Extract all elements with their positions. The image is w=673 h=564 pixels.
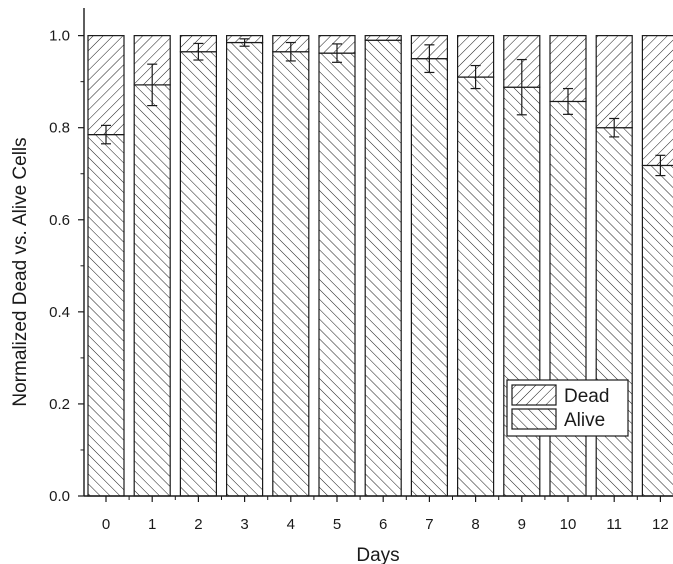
error-bar-day-0 bbox=[101, 124, 111, 145]
x-tick-label-0: 0 bbox=[102, 516, 110, 533]
error-bar-day-3 bbox=[239, 38, 250, 47]
bar-alive-day-8 bbox=[457, 76, 495, 497]
bar-alive-day-11 bbox=[595, 127, 633, 497]
y-tick-label-0.6: 0.6 bbox=[49, 212, 70, 229]
error-bar-day-5 bbox=[332, 43, 342, 63]
legend-label-dead: Dead bbox=[564, 386, 609, 407]
bar-alive-day-0 bbox=[87, 134, 125, 497]
x-tick-label-8: 8 bbox=[471, 516, 479, 533]
bar-alive-day-3 bbox=[226, 41, 264, 497]
y-tick-label-0.8: 0.8 bbox=[49, 120, 70, 137]
error-bar-day-11 bbox=[609, 117, 620, 138]
bar-alive-day-12 bbox=[641, 164, 673, 497]
x-tick-label-1: 1 bbox=[148, 516, 156, 533]
bar-dead-day-11 bbox=[595, 35, 633, 129]
legend-swatch-dead bbox=[511, 384, 557, 406]
legend-swatch-alive bbox=[511, 408, 557, 430]
x-tick-label-10: 10 bbox=[560, 516, 577, 533]
bar-dead-day-0 bbox=[87, 35, 125, 136]
bar-alive-day-1 bbox=[133, 84, 171, 497]
bar-alive-day-10 bbox=[549, 100, 587, 497]
x-tick-label-2: 2 bbox=[194, 516, 202, 533]
x-tick-label-6: 6 bbox=[379, 516, 387, 533]
axes: 0 1 2 3 4 5 6 7 8 9 10 11 120.00.20.40.60.81.0 bbox=[49, 8, 673, 533]
bar-alive-day-7 bbox=[410, 58, 448, 497]
error-bar-day-7 bbox=[424, 44, 435, 74]
x-tick-label-12: 12 bbox=[652, 516, 669, 533]
x-axis-title: Days bbox=[356, 545, 399, 564]
error-bar-day-2 bbox=[193, 42, 204, 61]
y-tick-label-1.0: 1.0 bbox=[49, 28, 70, 45]
error-bar-day-10 bbox=[563, 87, 573, 115]
y-tick-label-0.2: 0.2 bbox=[49, 396, 70, 413]
plot-area bbox=[87, 35, 673, 497]
bar-alive-day-2 bbox=[179, 51, 217, 497]
error-bar-day-4 bbox=[285, 41, 296, 62]
error-bar-day-9 bbox=[516, 58, 527, 116]
bar-dead-day-12 bbox=[641, 35, 673, 167]
x-tick-label-11: 11 bbox=[606, 516, 622, 533]
bar-dead-day-6 bbox=[364, 35, 402, 41]
legend-label-alive: Alive bbox=[564, 410, 605, 431]
x-tick-label-9: 9 bbox=[518, 516, 526, 533]
x-tick-label-5: 5 bbox=[333, 516, 341, 533]
y-tick-label-0.4: 0.4 bbox=[49, 304, 70, 321]
bar-alive-day-4 bbox=[272, 51, 310, 497]
x-tick-label-3: 3 bbox=[240, 516, 248, 533]
x-tick-label-4: 4 bbox=[287, 516, 295, 533]
error-bar-day-1 bbox=[147, 63, 158, 107]
error-bar-day-12 bbox=[655, 154, 666, 177]
y-tick-label-0.0: 0.0 bbox=[49, 488, 70, 505]
y-axis-title: Normalized Dead vs. Alive Cells bbox=[10, 137, 31, 406]
bar-alive-day-6 bbox=[364, 39, 402, 497]
error-bar-day-8 bbox=[470, 64, 481, 90]
legend: Dead Alive bbox=[506, 379, 629, 437]
x-tick-label-7: 7 bbox=[425, 516, 433, 533]
bar-alive-day-5 bbox=[318, 52, 356, 497]
